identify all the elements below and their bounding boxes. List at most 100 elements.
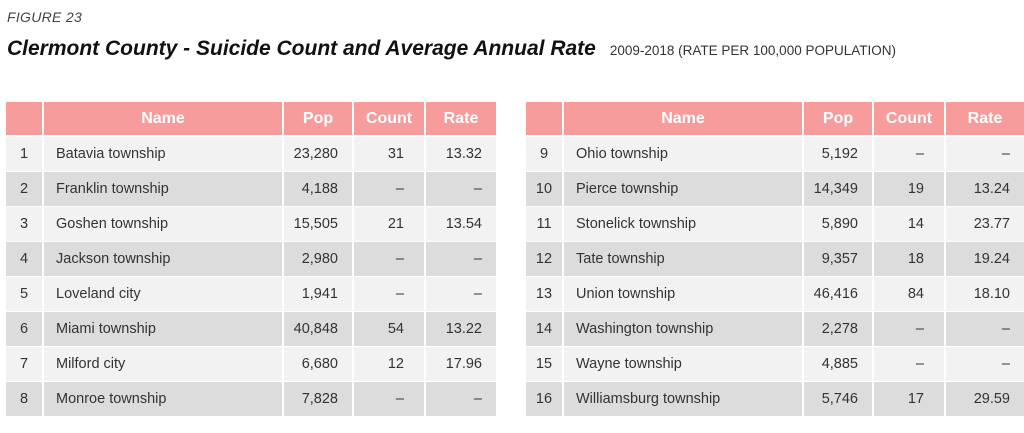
row-pop: 4,885 <box>804 347 872 382</box>
row-count: – <box>354 382 424 417</box>
table-row: 9 Ohio township 5,192– – <box>526 137 1024 172</box>
row-pop: 14,349 <box>804 172 872 207</box>
row-count: 17 <box>874 382 944 417</box>
table-row: 8 Monroe township 7,828– – <box>6 382 496 417</box>
row-pop: 5,746 <box>804 382 872 417</box>
row-name: Monroe township <box>44 382 282 417</box>
row-pop: 2,278 <box>804 312 872 347</box>
row-count: – <box>354 242 424 277</box>
row-name: Jackson township <box>44 242 282 277</box>
row-index: 6 <box>6 312 42 347</box>
table-row: 3 Goshen township 15,505 21 13.54 <box>6 207 496 242</box>
row-rate: – <box>426 172 496 207</box>
row-pop: 2,980 <box>284 242 352 277</box>
col-header-name: Name <box>564 102 802 137</box>
row-count: 21 <box>354 207 424 242</box>
row-rate: – <box>946 137 1024 172</box>
row-count: 12 <box>354 347 424 382</box>
table-left: Name Pop Count Rate 1 Batavia township 23,… <box>4 102 498 417</box>
row-pop: 6,680 <box>284 347 352 382</box>
row-pop: 4,188 <box>284 172 352 207</box>
table-left-body: 1 Batavia township 23,280 31 13.32 2 Franklin … <box>6 137 496 417</box>
col-header-pop: Pop <box>284 102 352 137</box>
table-row: 11 Stonelick township 5,890 14 23.77 <box>526 207 1024 242</box>
table-row: 2 Franklin township 4,188– – <box>6 172 496 207</box>
table-row: 4 Jackson township 2,980– – <box>6 242 496 277</box>
row-name: Union township <box>564 277 802 312</box>
row-index: 10 <box>526 172 562 207</box>
row-index: 8 <box>6 382 42 417</box>
row-count: 19 <box>874 172 944 207</box>
row-index: 16 <box>526 382 562 417</box>
row-index: 4 <box>6 242 42 277</box>
row-pop: 7,828 <box>284 382 352 417</box>
row-index: 11 <box>526 207 562 242</box>
row-name: Washington township <box>564 312 802 347</box>
row-name: Goshen township <box>44 207 282 242</box>
row-rate: 18.10 <box>946 277 1024 312</box>
row-rate: – <box>426 382 496 417</box>
row-index: 1 <box>6 137 42 172</box>
table-row: 15 Wayne township 4,885– – <box>526 347 1024 382</box>
table-row: 12 Tate township 9,357 18 19.24 <box>526 242 1024 277</box>
row-index: 13 <box>526 277 562 312</box>
row-pop: 9,357 <box>804 242 872 277</box>
row-name: Miami township <box>44 312 282 347</box>
col-header-index <box>526 102 562 137</box>
row-rate: 19.24 <box>946 242 1024 277</box>
row-rate: 17.96 <box>426 347 496 382</box>
row-index: 15 <box>526 347 562 382</box>
row-index: 3 <box>6 207 42 242</box>
col-header-index <box>6 102 42 137</box>
row-rate: 23.77 <box>946 207 1024 242</box>
row-count: 84 <box>874 277 944 312</box>
row-index: 7 <box>6 347 42 382</box>
row-index: 12 <box>526 242 562 277</box>
table-right-body: 9 Ohio township 5,192– –10 Pierce township 14… <box>526 137 1024 417</box>
table-row: 16 Williamsburg township 5,746 17 29.59 <box>526 382 1024 417</box>
row-count: 18 <box>874 242 944 277</box>
row-pop: 1,941 <box>284 277 352 312</box>
row-count: – <box>874 312 944 347</box>
row-count: 54 <box>354 312 424 347</box>
row-count: 31 <box>354 137 424 172</box>
title-row: Clermont County - Suicide Count and Aver… <box>7 37 1017 61</box>
row-pop: 23,280 <box>284 137 352 172</box>
row-count: – <box>874 137 944 172</box>
col-header-count: Count <box>354 102 424 137</box>
table-header-row: Name Pop Count Rate <box>6 102 496 137</box>
row-count: – <box>874 347 944 382</box>
table-row: 7 Milford city 6,680 12 17.96 <box>6 347 496 382</box>
figure-label: FIGURE 23 <box>7 9 83 25</box>
row-rate: 29.59 <box>946 382 1024 417</box>
table-row: 10 Pierce township 14,349 19 13.24 <box>526 172 1024 207</box>
row-name: Wayne township <box>564 347 802 382</box>
table-right: Name Pop Count Rate 9 Ohio township 5,192–… <box>524 102 1024 417</box>
col-header-rate: Rate <box>426 102 496 137</box>
table-row: 5 Loveland city 1,941– – <box>6 277 496 312</box>
row-pop: 40,848 <box>284 312 352 347</box>
row-rate: 13.22 <box>426 312 496 347</box>
row-name: Stonelick township <box>564 207 802 242</box>
row-name: Milford city <box>44 347 282 382</box>
row-count: 14 <box>874 207 944 242</box>
row-name: Tate township <box>564 242 802 277</box>
row-name: Ohio township <box>564 137 802 172</box>
page-title: Clermont County - Suicide Count and Aver… <box>7 37 596 60</box>
row-rate: 13.32 <box>426 137 496 172</box>
row-pop: 5,890 <box>804 207 872 242</box>
row-index: 2 <box>6 172 42 207</box>
row-pop: 46,416 <box>804 277 872 312</box>
row-rate: – <box>426 277 496 312</box>
col-header-name: Name <box>44 102 282 137</box>
row-name: Batavia township <box>44 137 282 172</box>
row-index: 14 <box>526 312 562 347</box>
row-rate: – <box>946 347 1024 382</box>
row-pop: 15,505 <box>284 207 352 242</box>
row-rate: – <box>946 312 1024 347</box>
table-row: 6 Miami township 40,848 54 13.22 <box>6 312 496 347</box>
row-name: Williamsburg township <box>564 382 802 417</box>
row-count: – <box>354 277 424 312</box>
row-count: – <box>354 172 424 207</box>
row-name: Loveland city <box>44 277 282 312</box>
